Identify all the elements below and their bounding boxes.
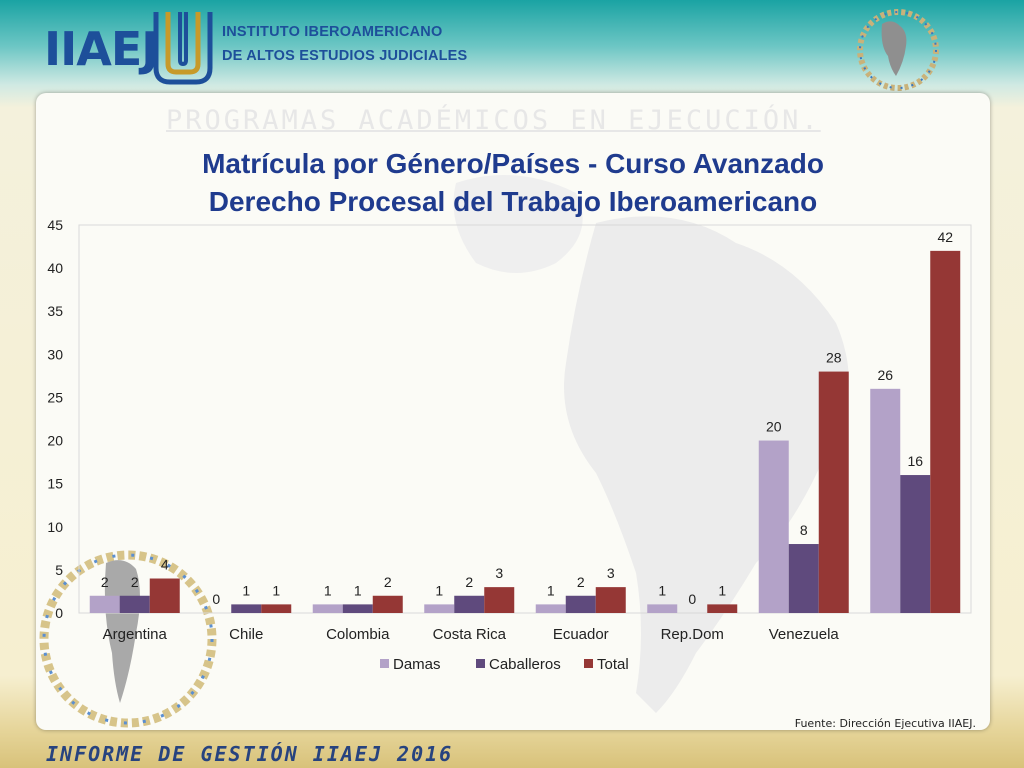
data-label: 0: [688, 591, 696, 607]
americas-map-watermark-icon: [453, 175, 849, 713]
data-label: 16: [907, 453, 923, 469]
slide-header: IIAEJ INSTITUTO IBEROAMERICANO DE ALTOS …: [0, 0, 1024, 95]
data-label: 1: [272, 582, 280, 598]
chart-title-line1: Matrícula por Género/Países - Curso Avan…: [202, 148, 824, 179]
bar-caballeros: [900, 475, 931, 613]
plot-area-border: [78, 224, 972, 614]
legend-item-total: Total: [597, 656, 629, 673]
report-footer: INFORME DE GESTIÓN IIAEJ 2016: [46, 742, 454, 766]
data-label: 1: [547, 582, 555, 598]
bar-total: [595, 587, 626, 613]
data-label: 1: [354, 582, 362, 598]
bar-damas: [89, 595, 120, 613]
x-tick-label: Colombia: [326, 626, 390, 643]
bar-caballeros: [342, 604, 373, 613]
x-tick-label: Costa Rica: [433, 626, 507, 643]
bar-total: [707, 604, 738, 613]
y-tick-label: 5: [55, 562, 63, 578]
bar-caballeros: [454, 595, 485, 613]
y-tick-label: 15: [47, 476, 63, 492]
bar-damas: [870, 388, 901, 613]
data-label: 1: [435, 582, 443, 598]
data-label: 20: [766, 419, 782, 435]
bar-caballeros: [565, 595, 596, 613]
bar-total: [484, 587, 515, 613]
legend-swatch: [380, 659, 389, 668]
bar-total: [261, 604, 292, 613]
bar-total: [818, 371, 849, 613]
y-tick-label: 10: [47, 519, 63, 535]
data-label: 26: [877, 367, 893, 383]
data-label: 0: [212, 591, 220, 607]
data-label: 2: [384, 574, 392, 590]
data-label: 3: [495, 565, 503, 581]
iiaej-logo-mark-icon: [153, 12, 213, 85]
bar-damas: [535, 604, 566, 613]
data-label: 1: [658, 582, 666, 598]
data-label: 2: [101, 574, 109, 590]
bar-damas: [647, 604, 678, 613]
flags-globe-icon: [857, 9, 939, 91]
legend-item-caballeros: Caballeros: [489, 656, 561, 673]
x-tick-label: Venezuela: [769, 626, 840, 643]
x-tick-label: Ecuador: [553, 626, 609, 643]
bar-caballeros: [119, 595, 150, 613]
iiaej-logo: IIAEJ: [44, 22, 158, 76]
data-label: 4: [161, 557, 169, 573]
legend-item-damas: Damas: [393, 656, 441, 673]
y-tick-label: 40: [47, 260, 63, 276]
bar-caballeros: [788, 544, 819, 613]
data-label: 1: [718, 582, 726, 598]
y-tick-label: 20: [47, 433, 63, 449]
institute-name-line2: DE ALTOS ESTUDIOS JUDICIALES: [222, 48, 468, 64]
data-label: 1: [324, 582, 332, 598]
data-label: 8: [800, 522, 808, 538]
bar-caballeros: [231, 604, 262, 613]
bar-damas: [312, 604, 343, 613]
content-panel: PROGRAMAS ACADÉMICOS EN EJECUCIÓN. Matrí…: [36, 93, 990, 730]
x-tick-label: Chile: [229, 626, 263, 643]
institute-name-line1: INSTITUTO IBEROAMERICANO: [222, 24, 443, 40]
y-tick-label: 25: [47, 389, 63, 405]
data-label: 3: [607, 565, 615, 581]
chart-title: Matrícula por Género/Países - Curso Avan…: [36, 145, 990, 221]
legend-swatch: [584, 659, 593, 668]
data-label: 1: [242, 582, 250, 598]
bar-total: [372, 595, 403, 613]
y-tick-label: 35: [47, 303, 63, 319]
background-heading: PROGRAMAS ACADÉMICOS EN EJECUCIÓN.: [166, 105, 821, 136]
data-label: 2: [577, 574, 585, 590]
data-label: 28: [826, 350, 842, 366]
data-label: 2: [131, 574, 139, 590]
data-label: 2: [465, 574, 473, 590]
data-label: 42: [937, 229, 953, 245]
bar-damas: [424, 604, 455, 613]
y-tick-label: 30: [47, 346, 63, 362]
chart-title-line2: Derecho Procesal del Trabajo Iberoameric…: [208, 186, 818, 217]
x-tick-label: Rep.Dom: [661, 626, 724, 643]
x-tick-label: Argentina: [103, 626, 168, 643]
y-tick-label: 45: [47, 217, 63, 233]
source-note: Fuente: Dirección Ejecutiva IIAEJ.: [794, 717, 976, 730]
legend-swatch: [476, 659, 485, 668]
bar-total: [930, 250, 961, 613]
bar-total: [149, 578, 180, 613]
y-tick-label: 0: [55, 605, 63, 621]
bar-damas: [758, 440, 789, 613]
